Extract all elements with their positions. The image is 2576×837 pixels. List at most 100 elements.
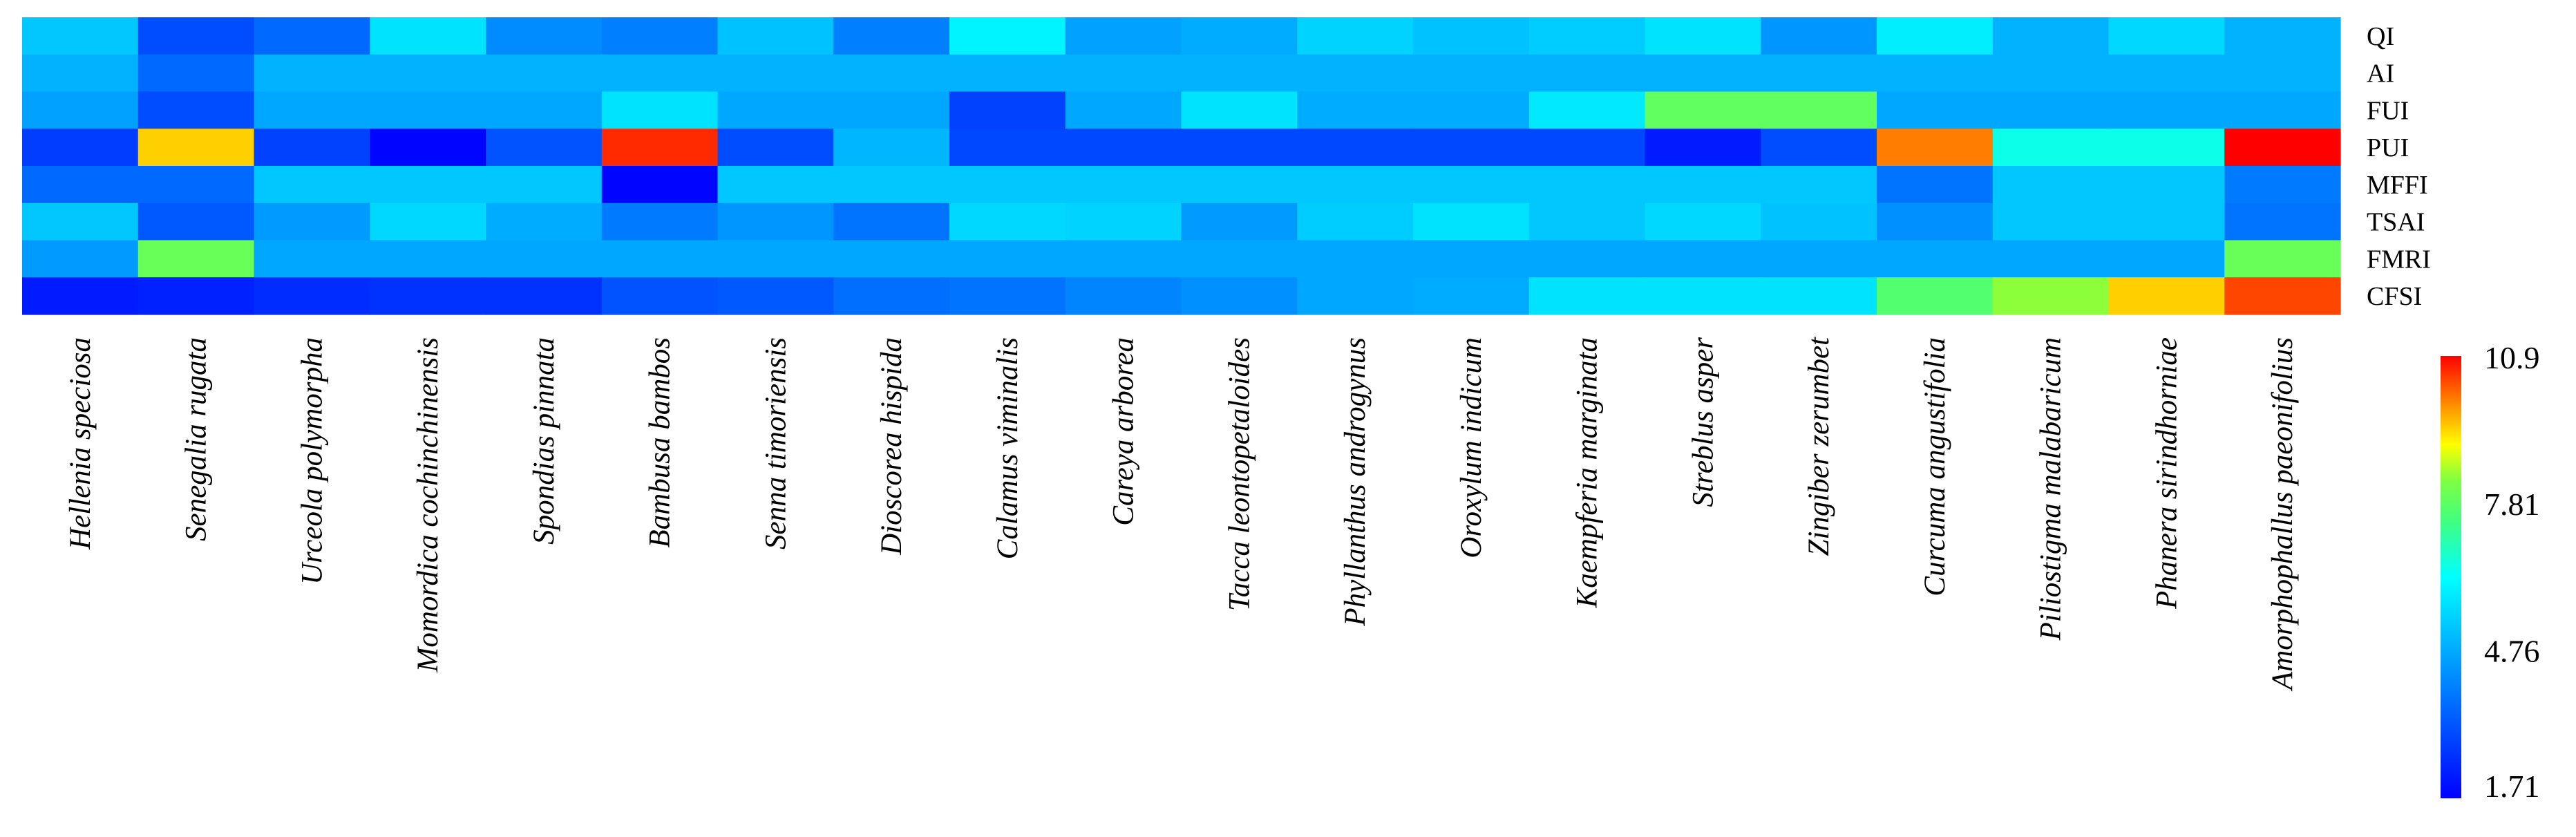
column-label-phyllanthus-androgynus: Phyllanthus androgynus (1339, 337, 1372, 627)
cell-cfsi-curcuma-angustifolia (1877, 277, 1993, 315)
cell-cfsi-amorphophallus-paeonifolius (2224, 277, 2341, 315)
cell-fmri-amorphophallus-paeonifolius (2224, 240, 2341, 278)
cell-fui-zingiber-zerumbet (1761, 91, 1877, 129)
column-label-zingiber-zerumbet: Zingiber zerumbet (1803, 337, 1835, 556)
cell-tsai-streblus-asper (1645, 203, 1761, 241)
cell-mffi-curcuma-angustifolia (1877, 166, 1993, 204)
cell-qi-urceola-polymorpha (254, 17, 370, 55)
cell-fui-spondias-pinnata (486, 91, 603, 129)
cell-fmri-urceola-polymorpha (254, 240, 370, 278)
cell-fmri-momordica-cochinchinensis (370, 240, 486, 278)
cell-fui-momordica-cochinchinensis (370, 91, 486, 129)
cell-tsai-curcuma-angustifolia (1877, 203, 1993, 241)
cell-mffi-kaempferia-marginata (1528, 166, 1646, 204)
colorbar-gradient (2441, 356, 2461, 798)
cell-mffi-careya-arborea (1065, 166, 1182, 204)
cell-cfsi-oroxylum-indicum (1413, 277, 1530, 315)
cell-qi-spondias-pinnata (486, 17, 603, 55)
cell-tsai-urceola-polymorpha (254, 203, 370, 241)
cell-qi-calamus-viminalis (949, 17, 1066, 55)
cell-fui-streblus-asper (1645, 91, 1761, 129)
cell-pui-hellenia-speciosa (22, 129, 139, 167)
cell-fui-urceola-polymorpha (254, 91, 370, 129)
cell-fui-tacca-leontopetaloides (1181, 91, 1298, 129)
cell-ai-kaempferia-marginata (1528, 54, 1646, 93)
cell-mffi-oroxylum-indicum (1413, 166, 1530, 204)
cell-pui-phanera-sirindhorniae (2108, 129, 2225, 167)
cell-cfsi-urceola-polymorpha (254, 277, 370, 315)
cell-ai-phyllanthus-androgynus (1297, 54, 1414, 93)
column-label-dioscorea-hispida: Dioscorea hispida (875, 337, 908, 556)
cell-cfsi-phyllanthus-androgynus (1297, 277, 1414, 315)
cell-pui-calamus-viminalis (949, 129, 1066, 167)
cell-qi-tacca-leontopetaloides (1181, 17, 1298, 55)
cell-fui-calamus-viminalis (949, 91, 1066, 129)
cell-fui-senna-timoriensis (717, 91, 834, 129)
cell-tsai-spondias-pinnata (486, 203, 603, 241)
cell-pui-momordica-cochinchinensis (370, 129, 486, 167)
cell-qi-amorphophallus-paeonifolius (2224, 17, 2341, 55)
cell-fmri-dioscorea-hispida (833, 240, 950, 278)
cell-ai-zingiber-zerumbet (1761, 54, 1877, 93)
cell-qi-piliostigma-malabaricum (1992, 17, 2110, 55)
cell-pui-curcuma-angustifolia (1877, 129, 1993, 167)
cell-fmri-tacca-leontopetaloides (1181, 240, 1298, 278)
cell-pui-kaempferia-marginata (1528, 129, 1646, 167)
cell-pui-zingiber-zerumbet (1761, 129, 1877, 167)
cell-tsai-calamus-viminalis (949, 203, 1066, 241)
cell-pui-careya-arborea (1065, 129, 1182, 167)
cell-qi-senna-timoriensis (717, 17, 834, 55)
cell-ai-momordica-cochinchinensis (370, 54, 486, 93)
cell-fui-amorphophallus-paeonifolius (2224, 91, 2341, 129)
cell-fmri-spondias-pinnata (486, 240, 603, 278)
cell-qi-momordica-cochinchinensis (370, 17, 486, 55)
cell-ai-senna-timoriensis (717, 54, 834, 93)
cell-cfsi-phanera-sirindhorniae (2108, 277, 2225, 315)
cell-pui-bambusa-bambos (601, 129, 719, 167)
cell-fmri-careya-arborea (1065, 240, 1182, 278)
cell-ai-curcuma-angustifolia (1877, 54, 1993, 93)
cell-tsai-amorphophallus-paeonifolius (2224, 203, 2341, 241)
cell-cfsi-senna-timoriensis (717, 277, 834, 315)
cell-ai-streblus-asper (1645, 54, 1761, 93)
cell-tsai-kaempferia-marginata (1528, 203, 1646, 241)
cell-qi-dioscorea-hispida (833, 17, 950, 55)
cell-fmri-senegalia-rugata (138, 240, 255, 278)
cell-pui-senna-timoriensis (717, 129, 834, 167)
cell-pui-phyllanthus-androgynus (1297, 129, 1414, 167)
colorbar-tick-labels: 10.9 7.81 4.76 1.71 (2484, 340, 2540, 804)
column-label-curcuma-angustifolia: Curcuma angustifolia (1919, 337, 1951, 596)
column-label-streblus-asper: Streblus asper (1687, 337, 1719, 507)
cell-qi-bambusa-bambos (601, 17, 719, 55)
cell-ai-urceola-polymorpha (254, 54, 370, 93)
cell-tsai-oroxylum-indicum (1413, 203, 1530, 241)
cell-pui-urceola-polymorpha (254, 129, 370, 167)
cell-ai-careya-arborea (1065, 54, 1182, 93)
cell-ai-hellenia-speciosa (22, 54, 139, 93)
column-label-calamus-viminalis: Calamus viminalis (992, 337, 1024, 559)
cell-fui-kaempferia-marginata (1528, 91, 1646, 129)
cell-ai-senegalia-rugata (138, 54, 255, 93)
cell-fui-piliostigma-malabaricum (1992, 91, 2110, 129)
cell-mffi-phanera-sirindhorniae (2108, 166, 2225, 204)
cell-tsai-senegalia-rugata (138, 203, 255, 241)
cell-cfsi-calamus-viminalis (949, 277, 1066, 315)
cell-fui-curcuma-angustifolia (1877, 91, 1993, 129)
cell-qi-kaempferia-marginata (1528, 17, 1646, 55)
cell-ai-calamus-viminalis (949, 54, 1066, 93)
cell-tsai-hellenia-speciosa (22, 203, 139, 241)
row-label-qi: QI (2367, 22, 2394, 51)
row-labels: QI AI FUI PUI MFFI TSAI FMRI CFSI (2367, 22, 2431, 311)
row-label-ai: AI (2367, 59, 2394, 88)
cell-qi-phanera-sirindhorniae (2108, 17, 2225, 55)
cell-mffi-streblus-asper (1645, 166, 1761, 204)
column-label-senna-timoriensis: Senna timoriensis (759, 337, 792, 549)
cell-fmri-bambusa-bambos (601, 240, 719, 278)
cell-mffi-spondias-pinnata (486, 166, 603, 204)
cell-cfsi-tacca-leontopetaloides (1181, 277, 1298, 315)
column-label-senegalia-rugata: Senegalia rugata (180, 337, 213, 541)
cell-fui-careya-arborea (1065, 91, 1182, 129)
colorbar (2441, 356, 2461, 798)
column-label-careya-arborea: Careya arborea (1108, 337, 1140, 526)
cell-qi-zingiber-zerumbet (1761, 17, 1877, 55)
